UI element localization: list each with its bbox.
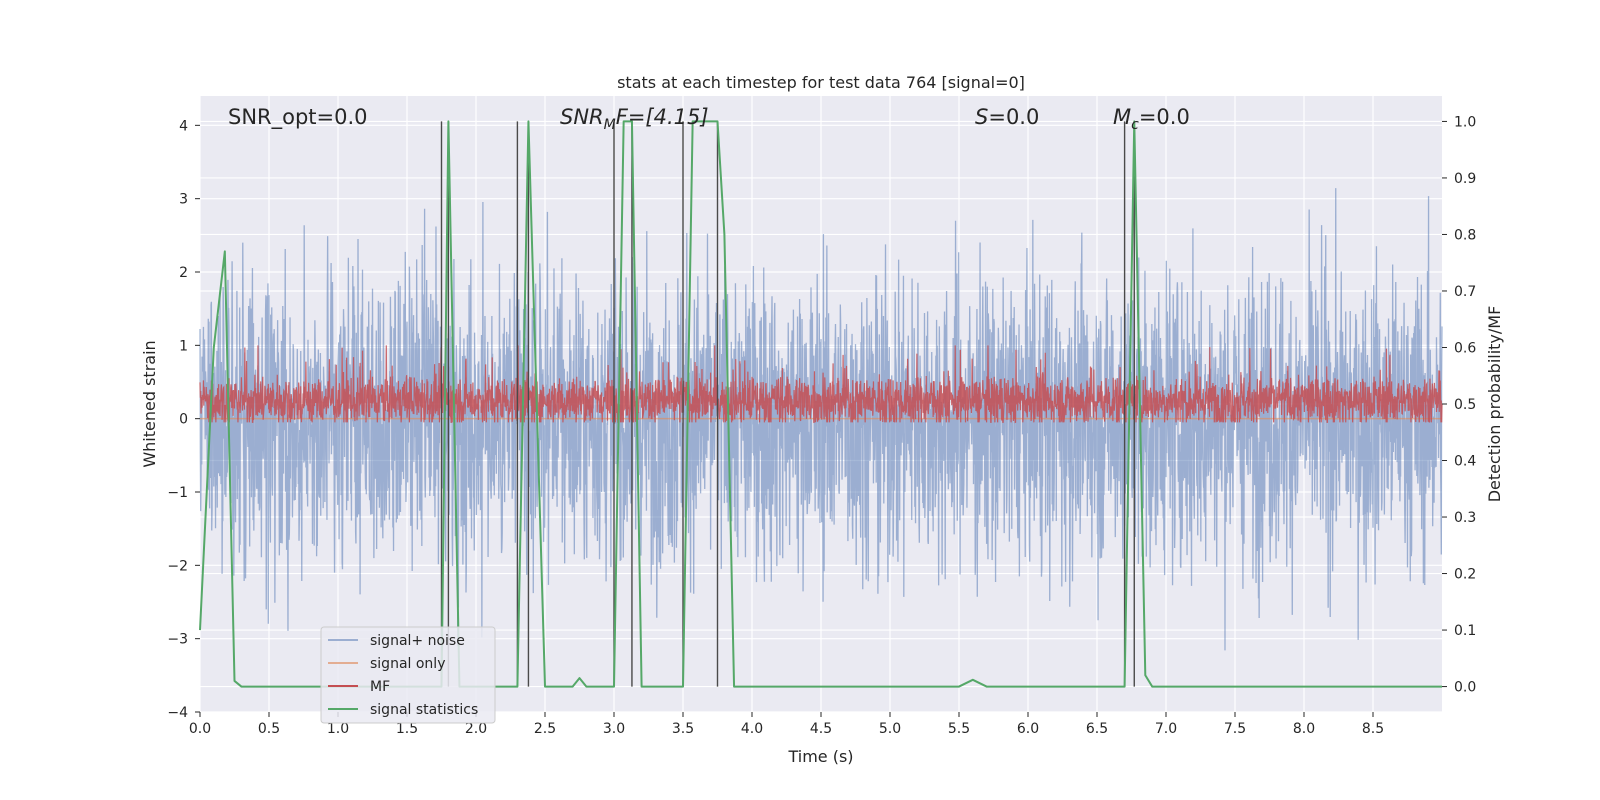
legend: signal+ noise signal only MF signal stat…: [320, 626, 496, 724]
y-right-tick-label: 0.6: [1454, 340, 1476, 356]
y-axis-label: Whitened strain: [140, 340, 159, 467]
y-right-tick-label: 0.3: [1454, 510, 1476, 526]
annotation-snr-mf-sub: M: [604, 117, 616, 133]
y-tick-label: −4: [167, 705, 188, 721]
y-tick-label: 1: [179, 338, 188, 354]
x-tick-label: 0.0: [189, 721, 211, 737]
y-tick-label: −3: [167, 632, 188, 648]
y-axis-right-label: Detection probability/MF: [1485, 306, 1504, 503]
x-axis-label: Time (s): [787, 747, 853, 766]
x-tick-label: 2.5: [534, 721, 556, 737]
legend-label-signal-only: signal only: [370, 656, 445, 672]
x-tick-label: 7.5: [1224, 721, 1246, 737]
x-tick-label: 3.5: [672, 721, 694, 737]
x-tick-label: 4.5: [810, 721, 832, 737]
series-signal-noise: [199, 188, 1443, 651]
x-tick-label: 2.0: [465, 721, 487, 737]
annotation-snr-mf: SNRMF=[4.15]: [560, 105, 709, 133]
annotation-s: S=0.0: [975, 105, 1039, 129]
x-tick-label: 6.0: [1017, 721, 1039, 737]
annotation-mc-rest: =0.0: [1139, 105, 1190, 129]
y-right-tick-label: 0.8: [1454, 227, 1476, 243]
series-mf: [199, 345, 1443, 424]
chart-title: stats at each timestep for test data 764…: [617, 73, 1025, 92]
annotation-snr-opt: SNR_opt=0.0: [228, 105, 368, 130]
y-tick-label: 3: [179, 192, 188, 208]
annotation-mc-sub: c: [1131, 117, 1139, 133]
ticks: 0.0 0.5 1.0 1.5 2.0 2.5 3.0 3.5 4.0 4.5 5.0 5.5 6.0 6…: [167, 114, 1476, 737]
legend-label-signal-statistics: signal statistics: [370, 702, 478, 718]
y-tick-label: −1: [167, 485, 188, 501]
x-tick-label: 5.5: [948, 721, 970, 737]
x-tick-label: 3.0: [603, 721, 625, 737]
y-tick-label: −2: [167, 558, 188, 574]
annotation-snr-mf-base: SNR: [560, 105, 604, 129]
y-right-tick-label: 0.1: [1454, 623, 1476, 639]
y-right-tick-label: 0.5: [1454, 397, 1476, 413]
y-tick-label: 0: [179, 412, 188, 428]
x-tick-label: 8.0: [1293, 721, 1315, 737]
legend-box: [320, 626, 496, 724]
annotation-s-rest: =0.0: [988, 105, 1039, 129]
legend-label-signal-noise: signal+ noise: [370, 633, 465, 649]
annotation-snr-mf-rest: F=[4.15]: [616, 105, 709, 129]
y-right-tick-label: 0.2: [1454, 567, 1476, 583]
y-right-tick-label: 0.9: [1454, 171, 1476, 187]
x-tick-label: 6.5: [1086, 721, 1108, 737]
x-tick-label: 4.0: [741, 721, 763, 737]
vertical-lines: [440, 121, 1135, 687]
x-tick-label: 1.5: [396, 721, 418, 737]
x-tick-label: 7.0: [1155, 721, 1177, 737]
x-tick-label: 5.0: [879, 721, 901, 737]
annotation-s-var: S: [975, 105, 988, 129]
y-right-tick-label: 0.4: [1454, 454, 1476, 470]
series-layer: [199, 188, 1443, 651]
annotation-mc-base: M: [1113, 105, 1131, 129]
legend-label-mf: MF: [370, 679, 390, 695]
y-tick-label: 4: [179, 118, 188, 134]
y-right-tick-label: 1.0: [1454, 114, 1476, 130]
y-tick-label: 2: [179, 265, 188, 281]
annotation-mc: Mc=0.0: [1113, 105, 1190, 133]
x-tick-label: 1.0: [327, 721, 349, 737]
y-right-tick-label: 0.7: [1454, 284, 1476, 300]
y-right-tick-label: 0.0: [1454, 680, 1476, 696]
x-tick-label: 8.5: [1362, 721, 1384, 737]
x-tick-label: 0.5: [258, 721, 280, 737]
